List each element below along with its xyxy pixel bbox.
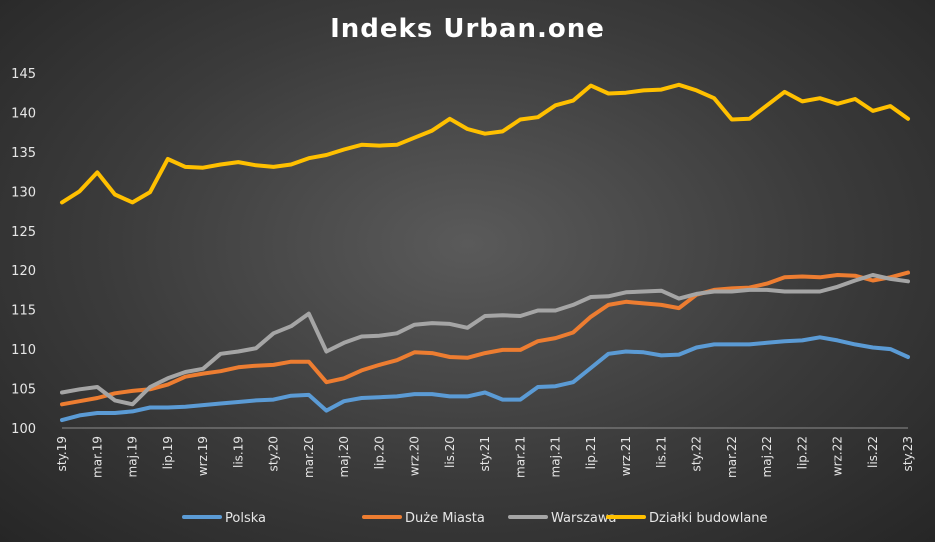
y-tick-label: 120 [11, 264, 36, 279]
series-line-polska [60, 335, 910, 423]
x-tick-label: sty.23 [901, 436, 915, 471]
x-tick-label: lip.21 [584, 436, 598, 469]
x-tick-label: lis.21 [654, 436, 668, 468]
x-tick-label: wrz.19 [196, 436, 210, 476]
x-tick-label: maj.21 [549, 436, 563, 477]
series-line-warszawa [60, 273, 910, 407]
y-tick-label: 110 [11, 343, 36, 358]
y-tick-label: 145 [11, 67, 36, 82]
series-line-działki-budowlane [60, 82, 910, 205]
y-tick-label: 105 [11, 383, 36, 398]
legend-label: Warszawa [551, 511, 617, 526]
x-tick-label: wrz.20 [408, 436, 422, 476]
x-tick-label: maj.19 [126, 436, 140, 477]
y-axis-ticks: 100 105 110 115 120 125 130 135 140 145 [11, 67, 36, 437]
legend-label: Działki budowlane [649, 511, 768, 526]
y-tick-label: 140 [11, 106, 36, 121]
x-tick-label: mar.20 [302, 436, 316, 478]
x-tick-label: mar.19 [90, 436, 104, 478]
legend-label: Polska [225, 511, 266, 526]
x-tick-label: maj.22 [760, 436, 774, 477]
x-tick-label: lis.20 [443, 436, 457, 468]
x-tick-label: mar.21 [513, 436, 527, 478]
x-tick-label: sty.20 [267, 436, 281, 471]
legend: Polska Duże Miasta Warszawa Działki budowla… [182, 511, 768, 526]
x-tick-label: sty.22 [690, 436, 704, 471]
x-tick-label: lip.20 [372, 436, 386, 469]
chart-title: Indeks Urban.one [330, 14, 605, 44]
y-tick-label: 115 [11, 304, 36, 319]
x-tick-label: lis.19 [231, 436, 245, 468]
legend-label: Duże Miasta [405, 511, 485, 526]
series-line-duże-miasta [60, 270, 910, 407]
x-tick-label: sty.21 [478, 436, 492, 471]
x-tick-label: mar.22 [725, 436, 739, 478]
x-tick-label: wrz.21 [619, 436, 633, 476]
x-axis-ticks: sty.19 mar.19 maj.19 lip.19 wrz.19 lis.19 sty.… [55, 436, 915, 478]
y-tick-label: 125 [11, 225, 36, 240]
x-tick-label: lip.22 [795, 436, 809, 469]
y-tick-label: 100 [11, 422, 36, 437]
y-tick-label: 135 [11, 146, 36, 161]
x-tick-label: lis.22 [866, 436, 880, 468]
x-tick-label: wrz.22 [831, 436, 845, 476]
x-tick-label: sty.19 [55, 436, 69, 471]
x-tick-label: lip.19 [161, 436, 175, 469]
x-tick-label: maj.20 [337, 436, 351, 477]
series-lines [60, 82, 910, 423]
y-tick-label: 130 [11, 185, 36, 200]
